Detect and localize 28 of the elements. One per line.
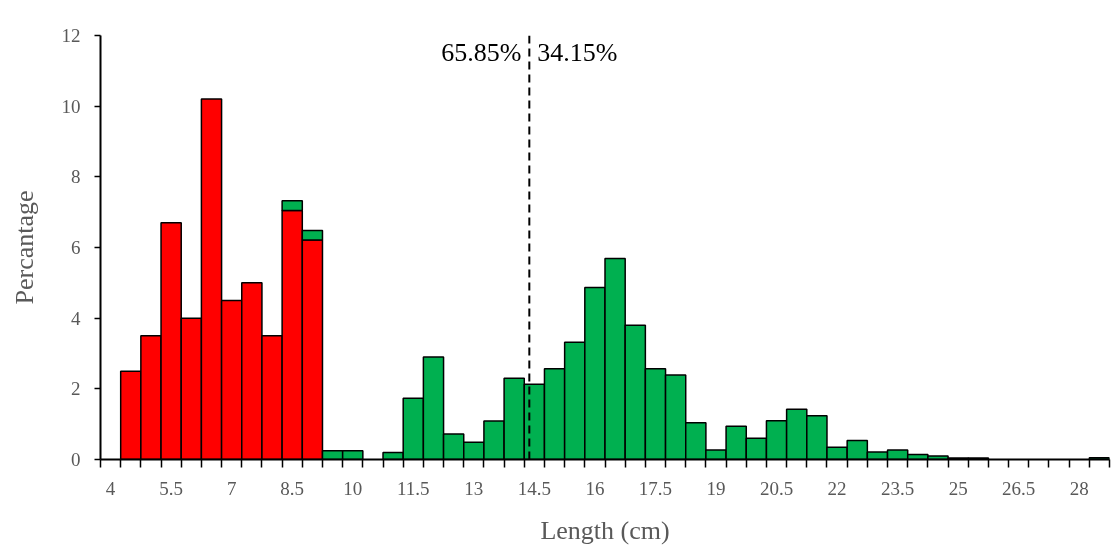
x-tick-label: 13 <box>464 477 484 499</box>
annotation: 34.15% <box>537 37 618 67</box>
x-tick-label: 22 <box>827 477 847 499</box>
x-tick-label: 5.5 <box>159 477 184 499</box>
x-tick-label: 23.5 <box>880 477 915 499</box>
x-tick-label: 17.5 <box>638 477 673 499</box>
x-tick-label: 28 <box>1069 477 1089 499</box>
annotation: 65.85% <box>441 37 522 67</box>
x-tick-label: 11.5 <box>397 477 430 499</box>
x-tick-label: 10 <box>343 477 363 499</box>
x-tick-label: 4 <box>105 477 116 499</box>
x-tick-label: 19 <box>706 477 726 499</box>
x-tick-label: 16 <box>585 477 605 499</box>
x-tick-label: 8.5 <box>280 477 305 499</box>
y-tick-label: 0 <box>71 449 81 470</box>
x-tick-label: 7 <box>226 477 237 499</box>
y-tick-label: 8 <box>71 166 81 188</box>
y-tick-label: 12 <box>61 25 81 46</box>
y-tick-label: 2 <box>71 378 81 400</box>
y-tick-label: 10 <box>61 95 81 117</box>
x-tick-label: 25 <box>948 477 968 499</box>
y-tick-label: 4 <box>71 307 81 329</box>
y-tick-label: 6 <box>71 237 81 258</box>
x-axis-title: Length (cm) <box>540 515 670 545</box>
x-tick-label: 14.5 <box>517 477 551 499</box>
y-axis-title: Percantage <box>9 190 39 305</box>
x-tick-label: 20.5 <box>759 477 794 499</box>
x-tick-label: 26.5 <box>1002 477 1036 499</box>
